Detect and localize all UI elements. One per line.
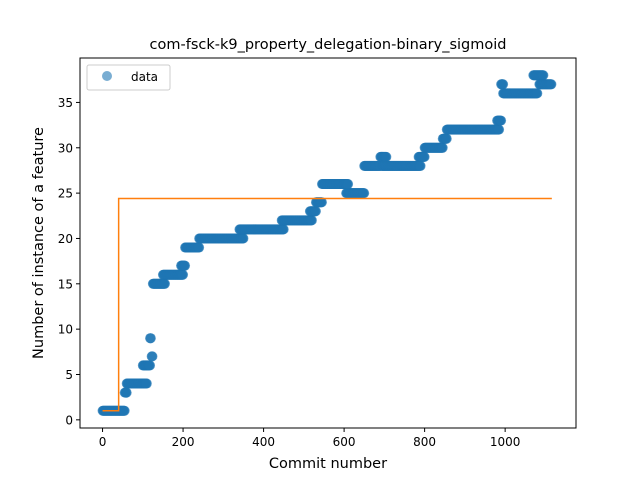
data-point [381, 151, 392, 162]
data-point [532, 88, 543, 99]
data-point [147, 351, 158, 362]
y-tick-label: 5 [65, 368, 73, 382]
x-axis: 0 200 400 600 800 1000 [99, 428, 521, 449]
y-tick-label: 25 [58, 187, 73, 201]
x-tick-label: 800 [413, 435, 436, 449]
data-point [494, 124, 505, 135]
data-point [119, 405, 130, 416]
y-axis-label: Number of instance of a feature [31, 127, 47, 359]
data-point [178, 269, 189, 280]
data-point [306, 215, 317, 226]
data-point [278, 224, 289, 235]
x-tick-label: 1000 [490, 435, 521, 449]
data-point [316, 197, 327, 208]
data-point [194, 242, 205, 253]
data-point [238, 233, 249, 244]
chart-title: com-fsck-k9_property_delegation-binary_s… [150, 37, 507, 53]
y-tick-label: 0 [65, 413, 73, 427]
data-point [121, 387, 132, 398]
plot-area [97, 70, 557, 416]
legend: data [86, 64, 171, 91]
data-point [498, 79, 509, 90]
data-point [437, 142, 448, 153]
x-axis-label: Commit number [269, 456, 387, 472]
data-point [419, 151, 430, 162]
x-tick-label: 200 [172, 435, 195, 449]
x-tick-label: 0 [99, 435, 107, 449]
data-point [538, 70, 549, 81]
data-point [159, 278, 170, 289]
y-tick-label: 10 [58, 323, 73, 337]
y-tick-label: 30 [58, 141, 73, 155]
y-tick-label: 35 [58, 96, 73, 110]
x-tick-label: 600 [333, 435, 356, 449]
data-point [441, 133, 452, 144]
data-point [546, 79, 557, 90]
legend-marker [102, 71, 112, 81]
data-point [145, 333, 156, 344]
y-tick-label: 20 [58, 232, 73, 246]
data-point [359, 188, 370, 199]
data-point [180, 260, 191, 271]
data-point [141, 378, 152, 389]
data-point [145, 360, 156, 371]
fit-line [102, 197, 552, 412]
legend-label: data [131, 70, 158, 84]
data-point [415, 160, 426, 171]
y-tick-label: 15 [58, 277, 73, 291]
y-axis: 0 5 10 15 20 25 30 35 [58, 96, 80, 427]
data-point [343, 179, 354, 190]
data-point [496, 115, 507, 126]
data-point [310, 206, 321, 217]
x-tick-label: 400 [252, 435, 275, 449]
axes-frame [79, 57, 577, 429]
